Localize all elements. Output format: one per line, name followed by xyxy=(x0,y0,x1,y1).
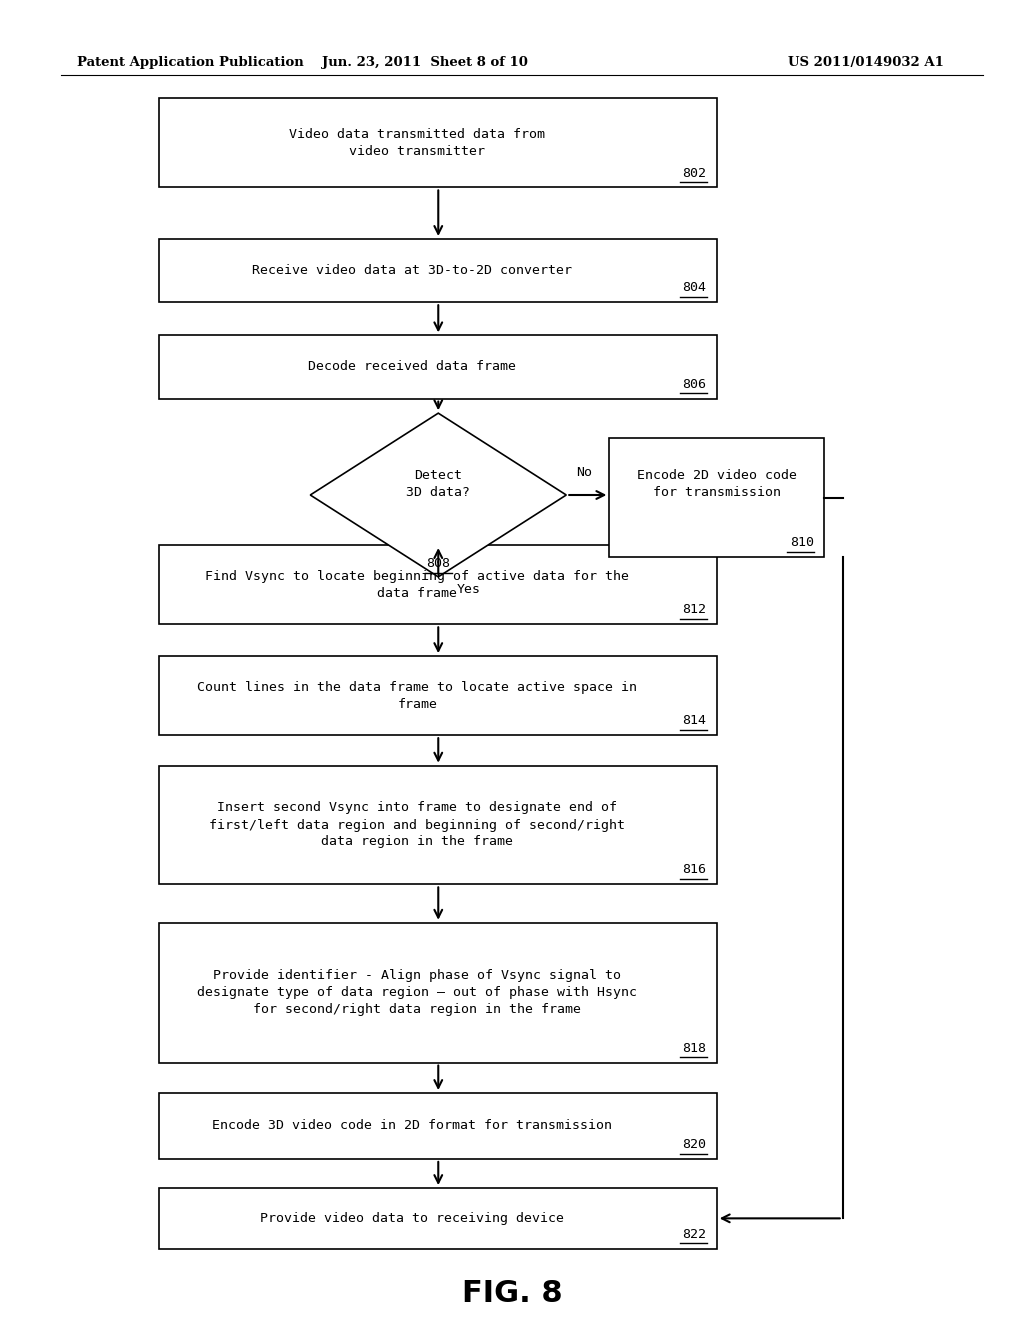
Text: Yes: Yes xyxy=(457,583,480,597)
Text: US 2011/0149032 A1: US 2011/0149032 A1 xyxy=(788,55,944,69)
Bar xyxy=(609,438,824,557)
Text: FIG. 8: FIG. 8 xyxy=(462,1279,562,1308)
Text: 808: 808 xyxy=(426,557,451,570)
Text: Provide video data to receiving device: Provide video data to receiving device xyxy=(260,1212,564,1225)
Text: 816: 816 xyxy=(683,863,707,876)
Text: 822: 822 xyxy=(683,1228,707,1241)
Text: Find Vsync to locate beginning of active data for the
data frame: Find Vsync to locate beginning of active… xyxy=(205,570,630,599)
Bar xyxy=(159,1188,717,1249)
Text: Encode 2D video code
for transmission: Encode 2D video code for transmission xyxy=(637,470,797,499)
Text: 818: 818 xyxy=(683,1041,707,1055)
Bar xyxy=(159,98,717,187)
Text: 812: 812 xyxy=(683,603,707,616)
Text: Encode 3D video code in 2D format for transmission: Encode 3D video code in 2D format for tr… xyxy=(212,1119,612,1133)
Bar xyxy=(159,923,717,1063)
Text: Receive video data at 3D-to-2D converter: Receive video data at 3D-to-2D converter xyxy=(252,264,572,277)
Polygon shape xyxy=(310,413,566,577)
Bar xyxy=(159,1093,717,1159)
Text: 810: 810 xyxy=(791,536,814,549)
Text: 820: 820 xyxy=(683,1138,707,1151)
Text: 814: 814 xyxy=(683,714,707,727)
Text: Patent Application Publication: Patent Application Publication xyxy=(77,55,303,69)
Text: 806: 806 xyxy=(683,378,707,391)
Text: Provide identifier - Align phase of Vsync signal to
designate type of data regio: Provide identifier - Align phase of Vsyn… xyxy=(198,969,637,1016)
Bar xyxy=(159,656,717,735)
Text: Insert second Vsync into frame to designate end of
first/left data region and be: Insert second Vsync into frame to design… xyxy=(209,801,626,849)
Text: Count lines in the data frame to locate active space in
frame: Count lines in the data frame to locate … xyxy=(198,681,637,710)
Text: Jun. 23, 2011  Sheet 8 of 10: Jun. 23, 2011 Sheet 8 of 10 xyxy=(322,55,528,69)
Text: Video data transmitted data from
video transmitter: Video data transmitted data from video t… xyxy=(289,128,545,157)
Text: Decode received data frame: Decode received data frame xyxy=(308,360,516,374)
Text: 802: 802 xyxy=(683,166,707,180)
Bar xyxy=(159,239,717,302)
Text: No: No xyxy=(577,466,593,479)
Bar xyxy=(159,335,717,399)
Text: Detect
3D data?: Detect 3D data? xyxy=(407,470,470,499)
Bar xyxy=(159,545,717,624)
Text: 804: 804 xyxy=(683,281,707,294)
Bar xyxy=(159,766,717,884)
